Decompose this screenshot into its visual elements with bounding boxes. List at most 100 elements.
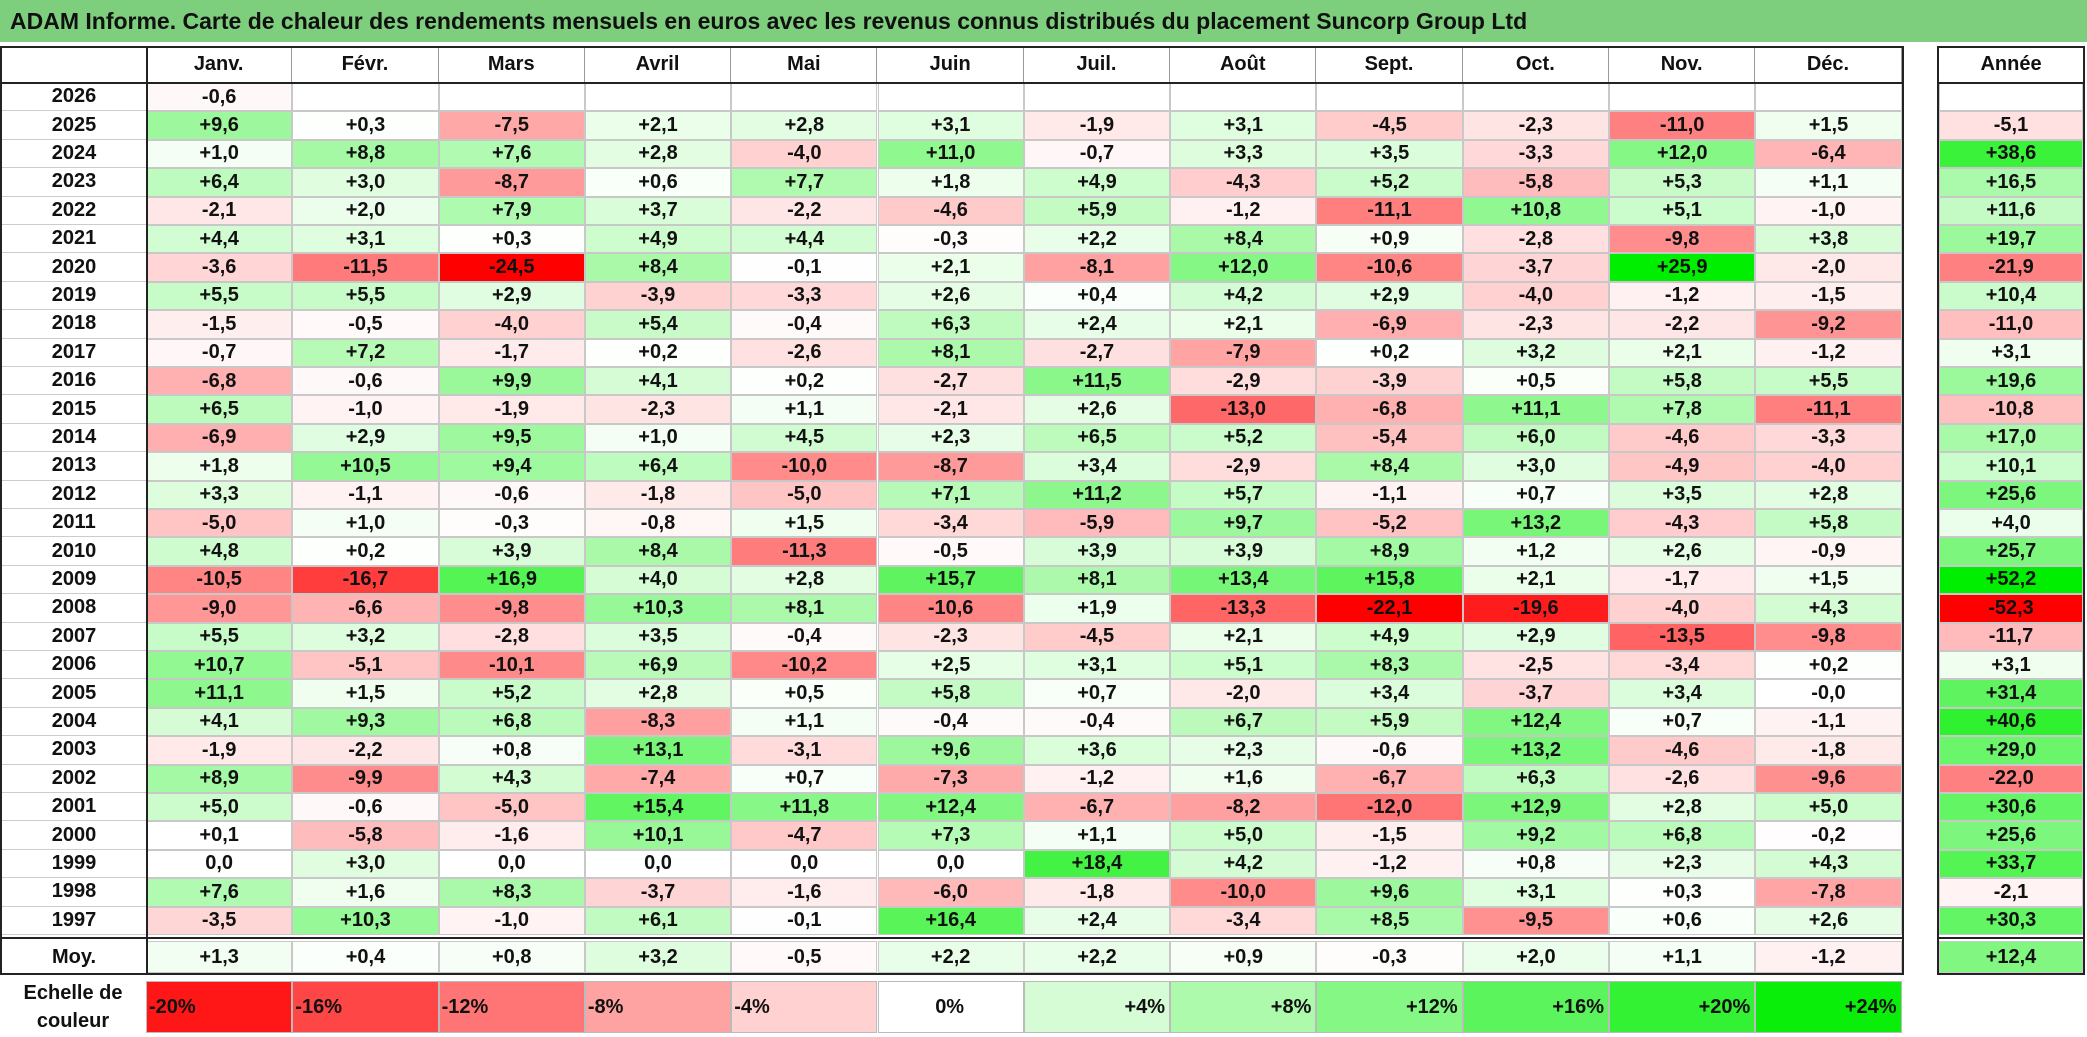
heatmap-cell: -2,7 (877, 367, 1024, 396)
heatmap-cell: +9,2 (1462, 821, 1609, 850)
heatmap-cell: +2,9 (438, 281, 585, 311)
heatmap-cell: +4,1 (146, 707, 293, 737)
heatmap-cell: +2,8 (731, 565, 878, 595)
heatmap-cell: +16,4 (877, 906, 1024, 935)
heatmap-cell: -3,3 (1462, 139, 1609, 169)
annual-table-frame (1937, 46, 2085, 975)
heatmap-cell: +3,3 (146, 480, 293, 509)
heatmap-cell: +9,6 (146, 111, 293, 140)
annual-cell: +10,4 (1939, 281, 2083, 311)
annual-cell: +52,2 (1939, 565, 2083, 595)
annual-cell: +11,6 (1939, 196, 2083, 225)
heatmap-cell: +2,8 (1609, 793, 1756, 822)
heatmap-cell: +5,0 (1755, 793, 1902, 822)
scale-swatch: +24% (1755, 981, 1902, 1033)
heatmap-cell: -10,6 (1316, 253, 1463, 282)
heatmap-cell: +12,0 (1609, 139, 1756, 169)
year-label: 2012 (2, 481, 146, 509)
heatmap-cell: -1,0 (1755, 196, 1902, 225)
heatmap-cell: -4,0 (1755, 452, 1902, 481)
heatmap-cell: +4,4 (146, 225, 293, 254)
heatmap-cell: -1,5 (1755, 281, 1902, 311)
heatmap-cell: -4,5 (1023, 622, 1171, 651)
heatmap-cell: -1,7 (1609, 565, 1756, 595)
heatmap-cell: -11,3 (731, 537, 878, 566)
heatmap-cell: +2,8 (584, 679, 732, 708)
heatmap-cell: +9,3 (292, 707, 439, 737)
heatmap-cell: -0,6 (1316, 736, 1463, 765)
heatmap-cell: +11,1 (1462, 395, 1609, 424)
annual-header: Année (1980, 52, 2042, 75)
heatmap-cell: +3,0 (1462, 452, 1609, 481)
month-header: Juil. (1024, 46, 1171, 82)
heatmap-cell: +1,0 (146, 139, 293, 169)
heatmap-cell: -2,3 (1462, 111, 1609, 140)
heatmap-cell: +3,1 (292, 225, 439, 254)
heatmap-cell: -9,2 (1755, 310, 1902, 339)
heatmap-cell: -3,1 (731, 736, 878, 765)
heatmap-cell: -6,0 (877, 878, 1024, 907)
heatmap-cell: -12,0 (1316, 793, 1463, 822)
heatmap-cell: -4,0 (438, 310, 585, 339)
heatmap-cell: -0,7 (1023, 139, 1171, 169)
year-label: 1999 (2, 850, 146, 879)
year-label: 2014 (2, 424, 146, 453)
heatmap-cell: -9,5 (1462, 906, 1609, 935)
heatmap-cell: -4,6 (1609, 736, 1756, 765)
heatmap-cell: +4,9 (584, 225, 732, 254)
heatmap-cell: -2,1 (877, 395, 1024, 424)
heatmap-cell: +2,4 (1023, 906, 1171, 935)
heatmap-cell: 0,0 (877, 849, 1024, 879)
heatmap-cell: +3,5 (584, 622, 732, 651)
heatmap-cell: +5,5 (146, 281, 293, 311)
heatmap-cell: -6,6 (292, 594, 439, 623)
heatmap-cell: -0,1 (731, 906, 878, 935)
main-table-frame (0, 46, 1904, 975)
year-label: 2008 (2, 594, 146, 623)
heatmap-cell: +3,1 (1462, 878, 1609, 907)
heatmap-cell: +2,9 (1462, 622, 1609, 651)
heatmap-cell: -5,0 (731, 480, 878, 509)
heatmap-cell: +3,4 (1316, 679, 1463, 708)
heatmap-cell: -8,7 (438, 168, 585, 197)
heatmap-cell: -7,9 (1170, 338, 1317, 367)
heatmap-cell: +4,0 (584, 565, 732, 595)
heatmap-cell: -6,8 (146, 367, 293, 396)
heatmap-cell: +0,7 (1609, 707, 1756, 737)
heatmap-cell: +2,1 (1170, 622, 1317, 651)
year-label: 2026 (2, 83, 146, 112)
heatmap-cell: -0,0 (1755, 679, 1902, 708)
heatmap-cell: -9,8 (1609, 225, 1756, 254)
year-label: 2025 (2, 111, 146, 140)
heatmap-cell: -1,8 (1755, 736, 1902, 765)
heatmap-cell: +2,1 (1170, 310, 1317, 339)
heatmap-cell: -1,0 (292, 395, 439, 424)
heatmap-cell: -2,2 (1609, 310, 1756, 339)
heatmap-cell: -3,7 (1462, 253, 1609, 282)
heatmap-cell: -1,7 (438, 338, 585, 367)
average-cell: +0,9 (1170, 941, 1317, 973)
heatmap-cell: +10,8 (1462, 196, 1609, 225)
heatmap-cell: -3,6 (146, 253, 293, 282)
average-cell: +1,1 (1609, 941, 1756, 973)
year-label: 2005 (2, 679, 146, 708)
scale-swatch: -4% (731, 981, 878, 1033)
heatmap-cell: +7,6 (438, 139, 585, 169)
heatmap-cell: +1,6 (292, 878, 439, 907)
heatmap-cell: -1,9 (146, 736, 293, 765)
heatmap-cell: +8,9 (146, 764, 293, 793)
heatmap-cell: -1,2 (1170, 196, 1317, 225)
heatmap-cell: -5,8 (292, 821, 439, 850)
average-cell: +0,8 (438, 941, 585, 973)
average-cell: -0,3 (1316, 941, 1463, 973)
heatmap-cell: +12,0 (1170, 253, 1317, 282)
annual-cell: +31,4 (1939, 679, 2083, 708)
heatmap-cell: 0,0 (731, 849, 878, 879)
heatmap-cell (292, 83, 439, 112)
heatmap-cell: +5,9 (1316, 707, 1463, 737)
heatmap-cell: +13,2 (1462, 509, 1609, 538)
heatmap-cell: -2,0 (1755, 253, 1902, 282)
heatmap-cell: +8,1 (1023, 565, 1171, 595)
heatmap-cell: +7,3 (877, 821, 1024, 850)
heatmap-cell: -3,7 (1462, 679, 1609, 708)
